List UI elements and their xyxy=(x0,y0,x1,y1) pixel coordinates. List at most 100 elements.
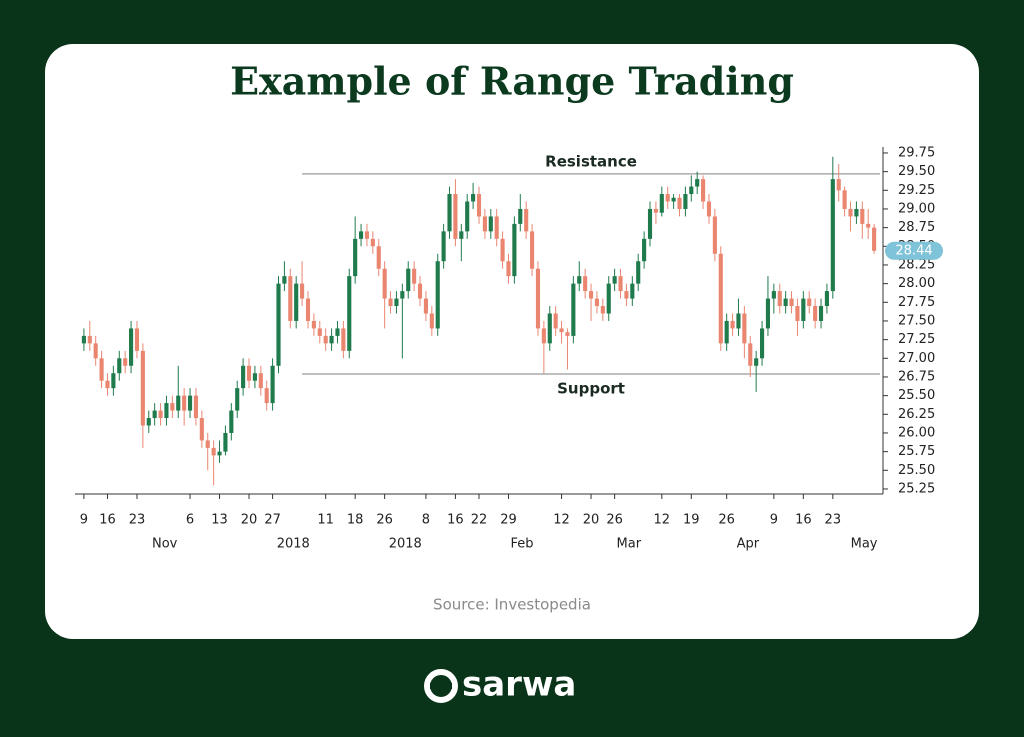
x-tick-label: 20 xyxy=(583,513,600,528)
candle-body xyxy=(105,380,110,389)
candle-body xyxy=(695,179,700,187)
candle-body xyxy=(577,276,582,284)
candle-body xyxy=(276,283,281,366)
x-period-label: May xyxy=(851,537,878,552)
candle-body xyxy=(400,291,405,299)
x-period-label: Nov xyxy=(152,537,178,552)
y-tick-label: 25.50 xyxy=(898,463,935,478)
candle-body xyxy=(671,197,676,202)
candle-body xyxy=(282,276,287,284)
candle-body xyxy=(801,298,806,321)
candle-body xyxy=(783,298,788,307)
range-level-label: Resistance xyxy=(545,152,637,170)
candle-body xyxy=(807,298,812,307)
x-tick-label: 26 xyxy=(718,513,735,528)
candle-body xyxy=(765,298,771,329)
candle-body xyxy=(488,216,493,232)
candle-body xyxy=(364,231,370,239)
candle-body xyxy=(264,388,269,404)
x-tick-label: 26 xyxy=(376,513,393,528)
candle-body xyxy=(848,208,853,217)
candle-body xyxy=(158,410,163,419)
candle-body xyxy=(559,328,564,333)
candle-body xyxy=(541,328,546,344)
y-tick-label: 25.25 xyxy=(898,481,935,496)
candle-body xyxy=(435,261,440,329)
candle-body xyxy=(252,373,257,381)
candle-body xyxy=(854,208,859,217)
candle-body xyxy=(606,283,611,314)
x-tick-label: 12 xyxy=(654,513,671,528)
candle-body xyxy=(842,190,847,209)
candle-body xyxy=(447,194,452,232)
candle-body xyxy=(789,298,794,307)
candle-body xyxy=(588,291,594,299)
candle-body xyxy=(736,313,741,329)
candle-body xyxy=(429,313,434,329)
candle-body xyxy=(211,447,216,456)
candle-body xyxy=(795,306,800,321)
x-tick-label: 8 xyxy=(422,513,430,528)
candle-body xyxy=(824,291,829,307)
candle-body xyxy=(872,227,877,251)
candle-body xyxy=(353,238,358,277)
y-tick-label: 29.50 xyxy=(898,164,935,179)
y-tick-label: 27.25 xyxy=(898,332,935,347)
brand: sarwa xyxy=(462,665,576,705)
candle-body xyxy=(123,358,128,366)
last-price-badge xyxy=(885,241,943,260)
x-tick-label: 23 xyxy=(129,513,146,528)
x-tick-label: 16 xyxy=(795,513,812,528)
candle-body xyxy=(329,335,334,344)
x-tick-label: 29 xyxy=(500,513,517,528)
candle-body xyxy=(187,395,193,411)
candle-body xyxy=(500,238,505,262)
candle-body xyxy=(506,261,511,277)
x-tick-label: 6 xyxy=(186,513,194,528)
candle-body xyxy=(111,373,116,389)
candle-body xyxy=(476,194,482,217)
candle-body xyxy=(300,283,305,299)
candle-body xyxy=(618,276,623,292)
candle-body xyxy=(311,320,316,329)
last-price-label: 28.44 xyxy=(895,243,932,258)
y-tick-label: 29.00 xyxy=(898,201,935,216)
x-tick-label: 19 xyxy=(683,513,700,528)
x-tick-label: 16 xyxy=(99,513,116,528)
candle-body xyxy=(441,231,446,262)
candle-body xyxy=(777,291,782,307)
candle-body xyxy=(665,194,670,202)
y-tick-label: 27.50 xyxy=(898,313,935,328)
y-tick-label: 27.00 xyxy=(898,351,935,366)
candle-body xyxy=(205,440,210,448)
x-period-label: 2018 xyxy=(277,537,310,552)
candle-body xyxy=(642,238,647,262)
candle-body xyxy=(748,343,753,366)
candle-body xyxy=(459,231,464,239)
candle-body xyxy=(341,328,346,351)
candle-body xyxy=(335,328,340,336)
logo-icon-cut xyxy=(430,683,452,689)
candle-body xyxy=(706,201,712,217)
x-tick-label: 26 xyxy=(606,513,623,528)
x-period-label: 2018 xyxy=(389,537,422,552)
x-tick-label: 27 xyxy=(264,513,281,528)
range-level-label: Support xyxy=(557,379,625,397)
candle-body xyxy=(453,194,458,239)
candle-body xyxy=(217,451,222,456)
candle-body xyxy=(583,276,588,292)
candle-body xyxy=(612,276,617,284)
logo-icon xyxy=(424,669,458,703)
candle-body xyxy=(164,403,169,419)
candle-body xyxy=(860,208,865,224)
y-tick-label: 25.50 xyxy=(898,388,935,403)
candle-body xyxy=(683,194,688,209)
candle-body xyxy=(235,388,240,411)
candle-body xyxy=(406,268,411,292)
x-period-label: Mar xyxy=(617,537,642,552)
candle-body xyxy=(677,197,682,209)
y-tick-label: 29.25 xyxy=(898,183,935,198)
candle-body xyxy=(565,332,570,336)
candle-body xyxy=(134,328,140,351)
candle-body xyxy=(146,418,151,426)
